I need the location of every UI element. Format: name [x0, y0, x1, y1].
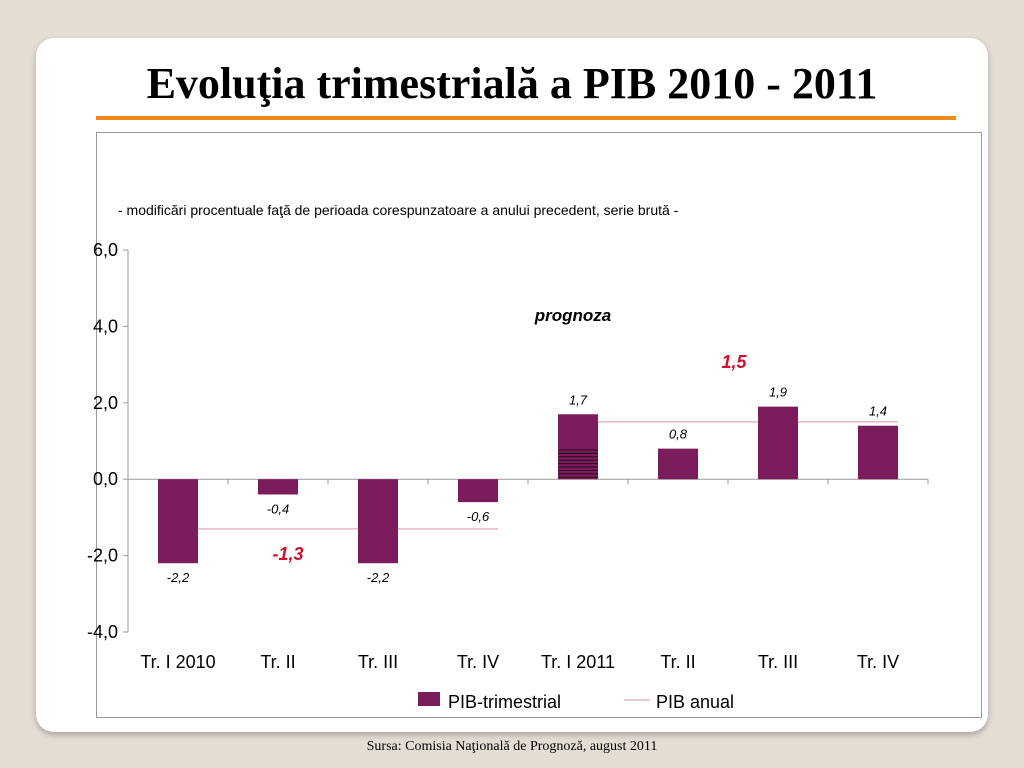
- legend-swatch-quarterly: [418, 692, 440, 706]
- data-label: -0,4: [267, 501, 289, 516]
- data-label: -2,2: [167, 570, 190, 585]
- bar: [258, 479, 298, 495]
- y-tick-label: 4,0: [93, 316, 118, 336]
- chart-subtitle: - modificări procentuale faţă de perioad…: [118, 202, 679, 218]
- annual-label-2011: 1,5: [721, 352, 747, 372]
- data-label: 1,9: [769, 385, 787, 400]
- source-note: Sursa: Comisia Naţională de Prognoză, au…: [366, 739, 658, 754]
- data-label: 0,8: [669, 427, 688, 442]
- y-tick-label: 6,0: [93, 240, 118, 260]
- bar: [558, 414, 598, 480]
- x-tick-label: Tr. I 2010: [140, 652, 215, 672]
- y-tick-label: 2,0: [93, 393, 118, 413]
- forecast-annotation: prognoza: [534, 306, 612, 325]
- data-label: -2,2: [367, 570, 390, 585]
- x-tick-label: Tr. II: [660, 652, 695, 672]
- y-tick-label: -2,0: [87, 546, 118, 566]
- bar: [758, 406, 798, 480]
- x-tick-label: Tr. III: [358, 652, 398, 672]
- data-label: -0,6: [467, 509, 490, 524]
- bar: [658, 448, 698, 480]
- bar: [858, 425, 898, 480]
- bar: [458, 479, 498, 503]
- legend-label-annual: PIB anual: [656, 692, 734, 712]
- x-tick-label: Tr. IV: [857, 652, 899, 672]
- x-tick-label: Tr. IV: [457, 652, 499, 672]
- bar: [158, 479, 198, 564]
- y-tick-label: -4,0: [87, 622, 118, 642]
- legend-label-quarterly: PIB-trimestrial: [448, 692, 561, 712]
- chart-frame: [96, 132, 982, 718]
- x-tick-label: Tr. II: [260, 652, 295, 672]
- annual-label-2010: -1,3: [272, 544, 303, 564]
- title-underline: [96, 116, 956, 120]
- x-tick-label: Tr. III: [758, 652, 798, 672]
- y-tick-label: 0,0: [93, 469, 118, 489]
- bar: [358, 479, 398, 564]
- data-label: 1,7: [569, 392, 588, 407]
- page-title: Evoluţia trimestrială a PIB 2010 - 2011: [146, 59, 878, 108]
- x-tick-label: Tr. I 2011: [541, 652, 615, 672]
- data-label: 1,4: [869, 404, 887, 419]
